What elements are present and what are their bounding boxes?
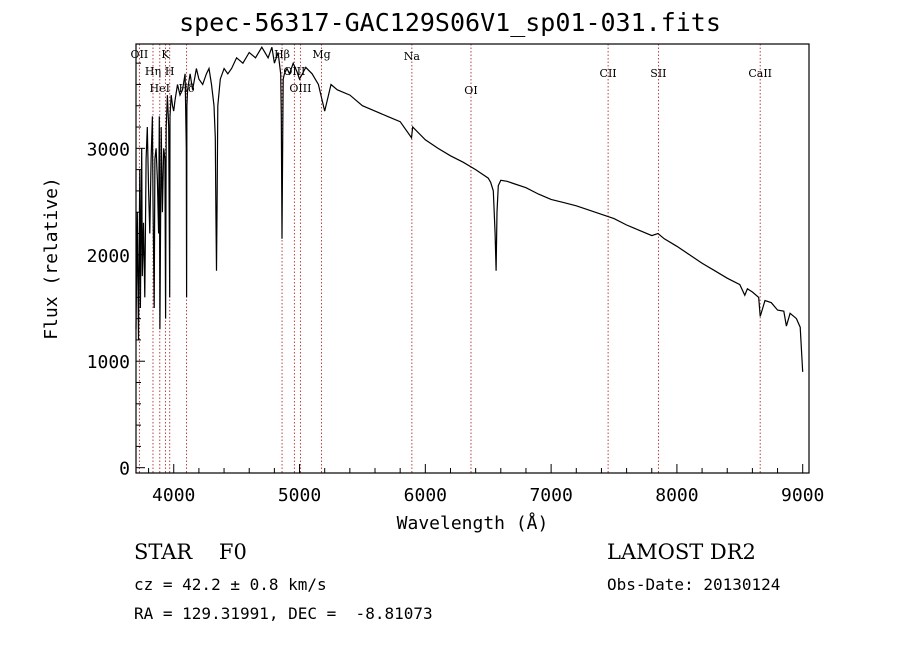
y-tick-label: 3000: [87, 139, 130, 160]
y-axis-ticks: 0 1000 2000 3000: [87, 62, 145, 480]
redshift-cz: cz = 42.2 ± 0.8 km/s: [134, 575, 327, 594]
object-class: STAR F0: [134, 540, 247, 564]
x-tick-label: 9000: [781, 485, 824, 506]
line-marker-label: Hβ: [274, 48, 290, 61]
line-marker-label: Hδ: [178, 82, 195, 95]
x-axis-label: Wavelength (Å): [397, 512, 549, 534]
plot-frame: [135, 43, 810, 474]
x-tick-label: 5000: [278, 485, 321, 506]
x-axis-ticks: 4000 5000 6000 7000 8000 9000: [148, 464, 824, 506]
line-marker-label: OII: [131, 48, 149, 61]
x-tick-label: 4000: [152, 485, 195, 506]
survey-name: LAMOST DR2: [607, 540, 756, 564]
line-marker-label: H: [165, 65, 175, 78]
line-marker-label: HeI: [150, 82, 170, 95]
chart-title: spec-56317-GAC129S06V1_sp01-031.fits: [179, 8, 721, 37]
line-marker-label: OI: [464, 84, 477, 97]
line-marker-label: SII: [650, 67, 666, 80]
y-axis-label: Flux (relative): [41, 177, 62, 340]
observation-date: Obs-Date: 20130124: [607, 575, 781, 594]
y-tick-label: 2000: [87, 246, 130, 267]
line-marker-label: CaII: [748, 67, 772, 80]
line-marker-label: CII: [600, 67, 617, 80]
x-tick-label: 8000: [655, 485, 698, 506]
x-tick-label: 7000: [529, 485, 572, 506]
line-markers: [138, 44, 761, 473]
ra-dec: RA = 129.31991, DEC = -8.81073: [134, 604, 433, 623]
line-marker-label: Na: [404, 50, 421, 63]
y-tick-label: 0: [119, 459, 130, 480]
line-marker-label: Hη: [145, 65, 161, 78]
line-marker-label: Mg: [312, 48, 330, 61]
y-tick-label: 1000: [87, 352, 130, 373]
line-marker-label: OIII: [283, 65, 305, 78]
spectrum-line: [135, 46, 804, 372]
line-marker-label: K: [161, 48, 170, 61]
x-tick-label: 6000: [404, 485, 447, 506]
line-marker-label: OIII: [289, 82, 311, 95]
